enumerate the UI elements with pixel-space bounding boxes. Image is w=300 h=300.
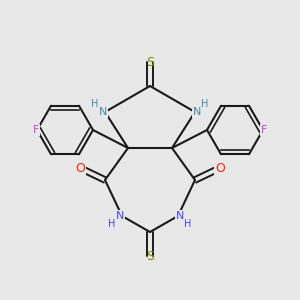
Text: O: O bbox=[75, 161, 85, 175]
Text: S: S bbox=[146, 250, 154, 262]
Text: O: O bbox=[215, 161, 225, 175]
Text: H: H bbox=[201, 99, 209, 109]
Text: H: H bbox=[108, 219, 116, 229]
Text: S: S bbox=[146, 56, 154, 68]
Text: N: N bbox=[99, 107, 107, 117]
Text: F: F bbox=[33, 125, 39, 135]
Text: N: N bbox=[176, 211, 184, 221]
Text: H: H bbox=[91, 99, 99, 109]
Text: N: N bbox=[193, 107, 201, 117]
Text: N: N bbox=[116, 211, 124, 221]
Text: H: H bbox=[184, 219, 192, 229]
Text: F: F bbox=[261, 125, 267, 135]
